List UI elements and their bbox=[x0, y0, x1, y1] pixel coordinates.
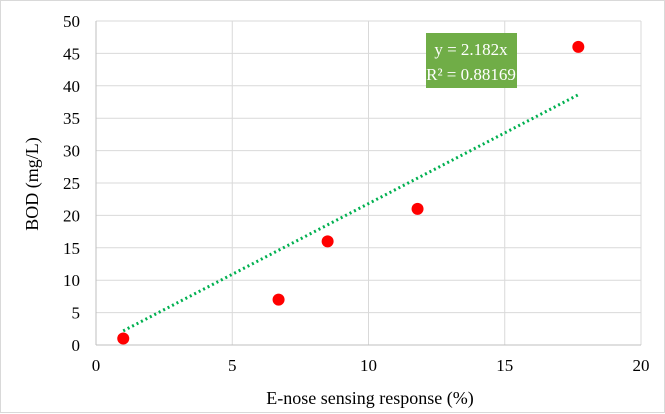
data-point-1 bbox=[117, 332, 130, 345]
y-tick-label-25: 25 bbox=[63, 174, 80, 193]
data-point-3 bbox=[321, 235, 334, 248]
y-tick-label-35: 35 bbox=[63, 109, 80, 128]
equation-box-bg bbox=[426, 33, 517, 88]
y-tick-label-45: 45 bbox=[63, 44, 80, 63]
equation-box: y = 2.182x R² = 0.88169 bbox=[426, 33, 517, 88]
y-tick-label-30: 30 bbox=[63, 142, 80, 161]
x-tick-label-0: 0 bbox=[92, 356, 101, 375]
axis-layer bbox=[95, 21, 641, 346]
data-point-5 bbox=[572, 40, 585, 53]
y-tick-label-5: 5 bbox=[72, 304, 81, 323]
x-tick-label-20: 20 bbox=[633, 356, 650, 375]
y-tick-label-40: 40 bbox=[63, 77, 80, 96]
trendline-layer bbox=[122, 93, 580, 333]
x-tick-label-10: 10 bbox=[360, 356, 377, 375]
data-point-2 bbox=[272, 293, 285, 306]
data-points bbox=[117, 40, 585, 345]
y-tick-label-50: 50 bbox=[63, 12, 80, 31]
x-tick-label-5: 5 bbox=[228, 356, 237, 375]
y-tick-label-10: 10 bbox=[63, 271, 80, 290]
trendline-r-squared: R² = 0.88169 bbox=[426, 65, 516, 84]
y-axis-title: BOD (mg/L) bbox=[22, 137, 43, 231]
trendline-equation: y = 2.182x bbox=[434, 40, 508, 59]
y-tick-label-15: 15 bbox=[63, 239, 80, 258]
y-tick-label-20: 20 bbox=[63, 206, 80, 225]
x-tick-label-15: 15 bbox=[496, 356, 513, 375]
tick-labels: 0 5 10 15 20 25 30 35 40 45 50 0 5 10 15 20 bbox=[63, 12, 650, 375]
x-axis-title: E-nose sensing response (%) bbox=[266, 388, 473, 409]
trendline bbox=[122, 93, 580, 333]
grid-layer bbox=[96, 20, 642, 345]
y-tick-label-0: 0 bbox=[72, 336, 81, 355]
data-point-4 bbox=[411, 202, 424, 215]
